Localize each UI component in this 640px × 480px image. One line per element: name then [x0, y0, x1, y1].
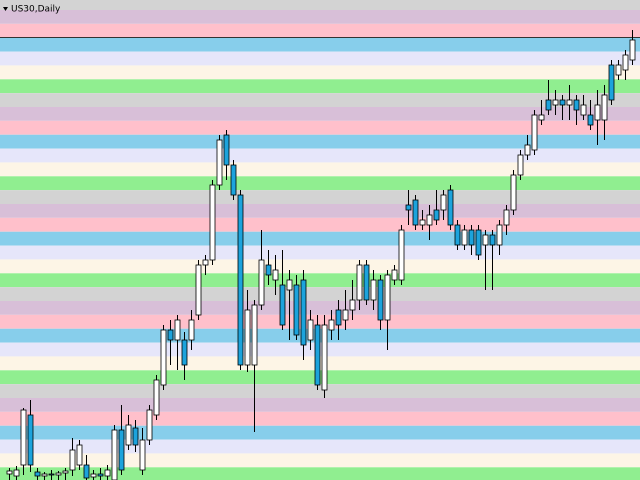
candle-body — [293, 284, 300, 336]
candle-body — [139, 439, 146, 471]
candle-body — [279, 284, 286, 326]
candle-body — [545, 99, 552, 111]
candle-body — [300, 279, 307, 346]
candle-body — [27, 414, 34, 466]
candle-body — [517, 154, 524, 176]
candle-body — [132, 427, 139, 446]
candle-body — [412, 199, 419, 226]
candle-body — [531, 114, 538, 151]
candle-body — [342, 309, 349, 321]
candle-body — [48, 473, 55, 476]
candle-body — [419, 219, 426, 226]
candle-body — [391, 269, 398, 281]
candle-body — [524, 144, 531, 156]
candle-body — [314, 324, 321, 386]
candle-body — [615, 64, 622, 76]
candle-body — [146, 409, 153, 441]
candle-body — [230, 164, 237, 196]
candle-body — [349, 299, 356, 311]
candle-body — [209, 184, 216, 261]
candle-body — [461, 229, 468, 246]
candle-body — [307, 319, 314, 341]
candle-body — [167, 329, 174, 341]
candle-body — [426, 214, 433, 226]
candle-body — [510, 174, 517, 211]
candle-body — [251, 304, 258, 366]
candle-body — [321, 324, 328, 391]
candle-body — [468, 229, 475, 246]
candle-body — [34, 471, 41, 477]
candle-body — [454, 224, 461, 246]
candle-body — [69, 449, 76, 471]
candle-body — [601, 94, 608, 121]
candle-body — [41, 473, 48, 477]
candle-body — [153, 379, 160, 416]
candle-body — [538, 114, 545, 121]
candle-body — [83, 464, 90, 479]
candles — [6, 30, 636, 480]
candle-body — [223, 134, 230, 166]
candle-body — [237, 194, 244, 366]
candle-body — [55, 472, 62, 476]
candle-body — [216, 139, 223, 186]
candle-body — [440, 194, 447, 211]
candle-body — [188, 319, 195, 341]
menu-triangle[interactable] — [3, 7, 8, 11]
candle-body — [363, 264, 370, 301]
candle-body — [272, 269, 279, 281]
candle-body — [559, 99, 566, 106]
candle-body — [573, 99, 580, 111]
candle-body — [566, 99, 573, 106]
candle-body — [174, 319, 181, 341]
candle-body — [405, 204, 412, 211]
candle-body — [629, 39, 636, 61]
candle-body — [503, 209, 510, 226]
candle-body — [13, 469, 20, 477]
candle-body — [580, 104, 587, 116]
candle-body — [496, 224, 503, 246]
candle-body — [104, 469, 111, 477]
candle-body — [20, 409, 27, 466]
candle-body — [111, 429, 118, 480]
candle-body — [62, 470, 69, 474]
candle-body — [328, 319, 335, 331]
candle-body — [181, 339, 188, 366]
candle-body — [6, 470, 13, 475]
candle-body — [475, 229, 482, 256]
candle-body — [90, 473, 97, 478]
candle-body — [286, 279, 293, 291]
candle-body — [160, 329, 167, 386]
candle-body — [356, 264, 363, 301]
candle-body — [76, 444, 83, 466]
candle-body — [608, 64, 615, 101]
candle-body — [265, 264, 272, 276]
candle-body — [118, 429, 125, 471]
candle-body — [447, 189, 454, 226]
chart-title: US30,Daily — [11, 5, 61, 15]
candle-body — [335, 309, 342, 326]
candle-body — [195, 264, 202, 316]
candle-body — [594, 104, 601, 121]
candle-body — [587, 114, 594, 126]
candle-body — [125, 424, 132, 446]
candle-body — [384, 274, 391, 321]
candle-body — [552, 99, 559, 106]
candle-body — [398, 229, 405, 281]
candle-body — [202, 259, 209, 266]
candle-body — [482, 234, 489, 246]
candle-body — [370, 279, 377, 301]
candle-body — [258, 259, 265, 306]
candle-body — [97, 473, 104, 477]
candle-body — [433, 209, 440, 221]
candle-body — [377, 279, 384, 321]
candle-body — [622, 54, 629, 71]
candle-body — [489, 234, 496, 246]
candle-body — [244, 309, 251, 366]
